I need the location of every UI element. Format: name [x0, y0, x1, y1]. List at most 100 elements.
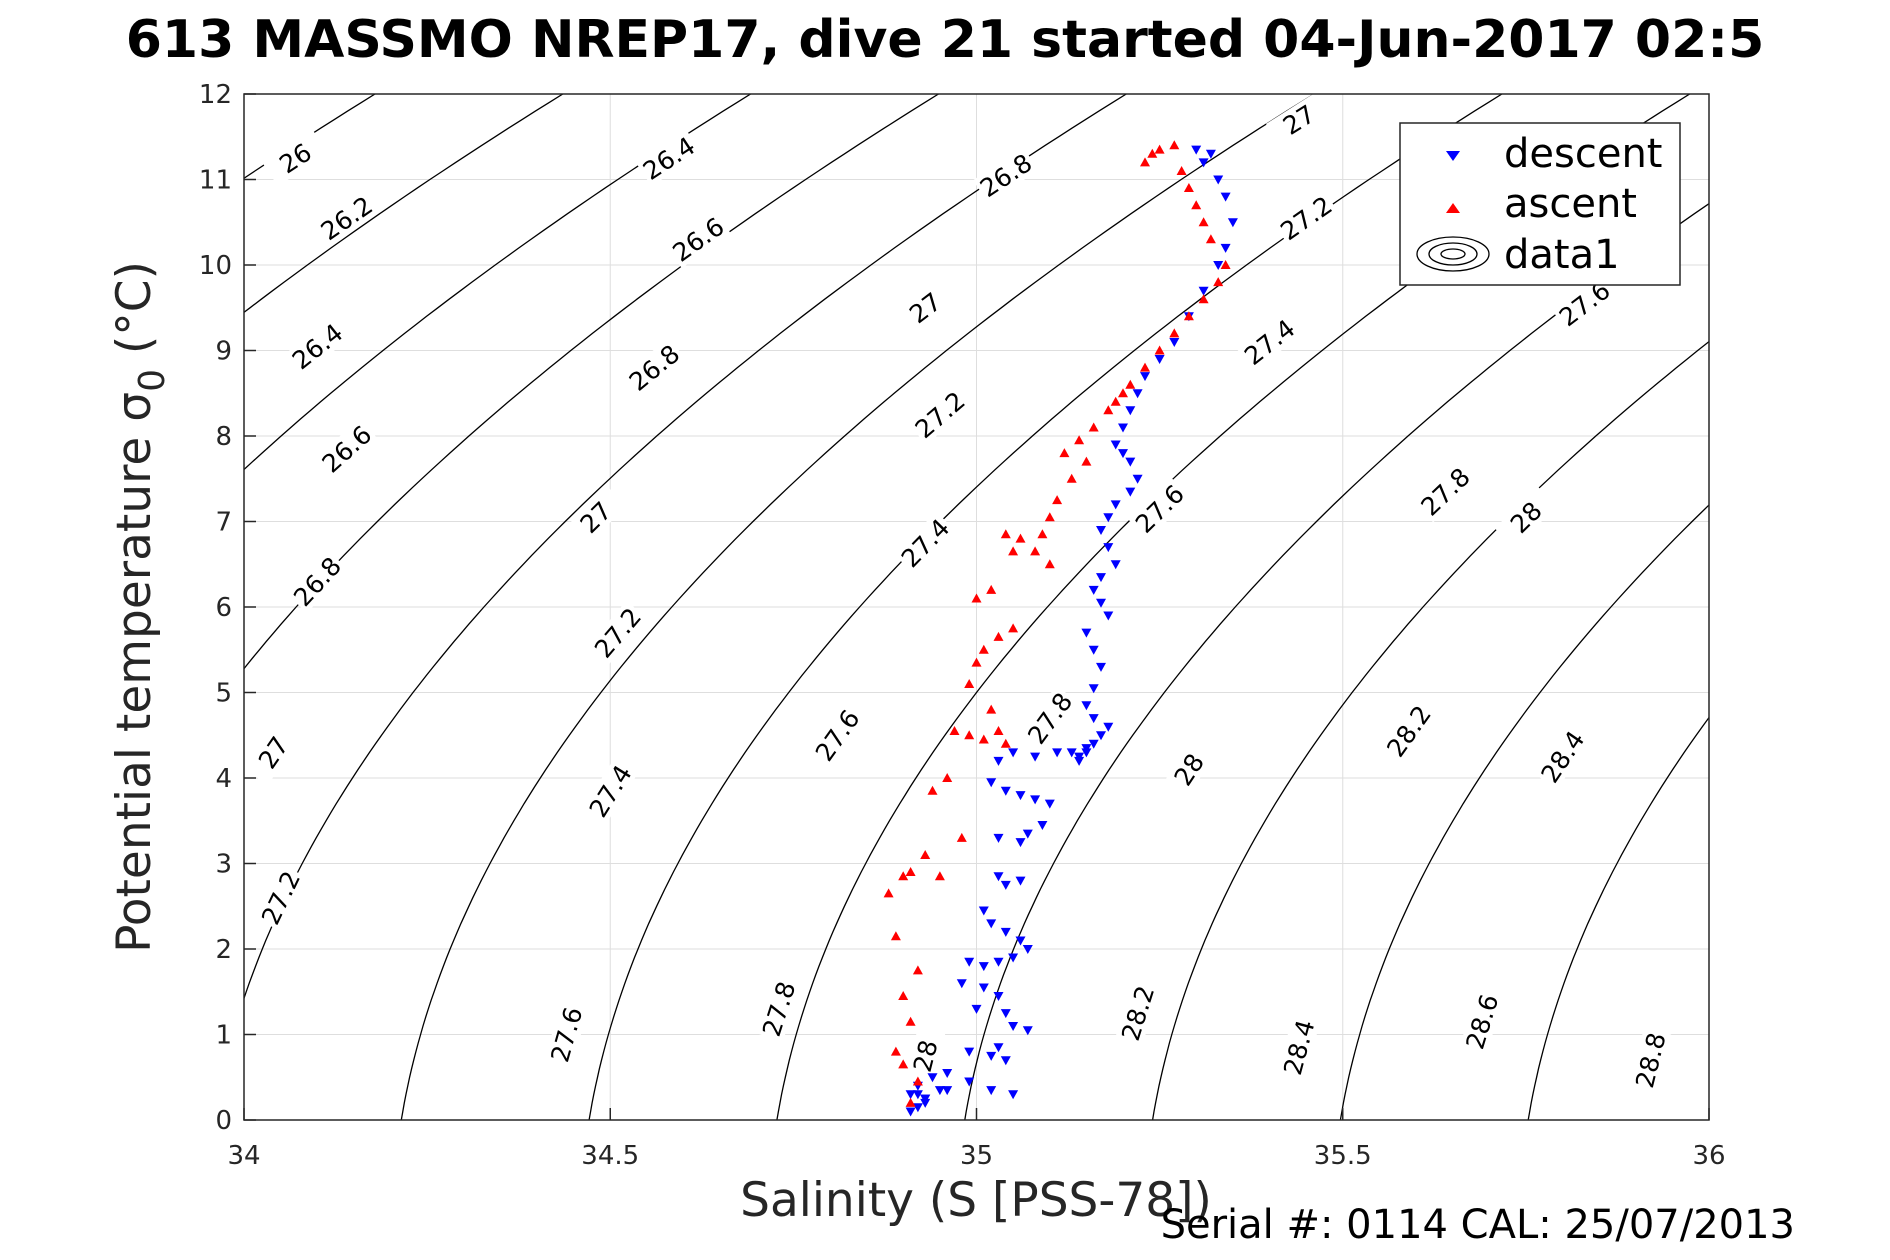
descent-point — [1125, 457, 1136, 467]
ascent-point — [1008, 623, 1019, 633]
contour-label-mask — [255, 864, 307, 931]
contour-label-mask — [892, 278, 958, 338]
y-tick-label: 8 — [215, 422, 232, 452]
ascent-point — [986, 584, 997, 594]
contour-line — [1151, 340, 1709, 1120]
descent-point — [993, 833, 1004, 843]
ascent-point — [890, 931, 901, 941]
descent-point — [1022, 945, 1033, 954]
contour-label-mask — [808, 702, 867, 768]
ascent-point — [1008, 546, 1019, 556]
descent-point — [1110, 440, 1121, 450]
ascent-point — [1000, 529, 1011, 539]
descent-point — [942, 1069, 953, 1078]
descent-point — [1022, 829, 1033, 839]
descent-point — [1044, 799, 1055, 809]
ascent-point — [1183, 183, 1194, 192]
descent-point — [1205, 149, 1216, 159]
contour-label-mask — [544, 1001, 588, 1068]
contour-label-mask — [1020, 685, 1079, 751]
descent-point — [1000, 927, 1011, 937]
contour-line — [1527, 716, 1709, 1120]
descent-point — [1081, 744, 1092, 754]
descent-point — [993, 872, 1004, 882]
ascent-series — [883, 140, 1231, 1107]
contour-line — [400, 94, 1316, 1120]
contour-line — [244, 94, 1128, 1001]
descent-point — [993, 1043, 1004, 1053]
y-axis-label: Potential temperature σ0 (°C) — [107, 261, 173, 953]
ascent-point — [1081, 456, 1092, 466]
descent-point — [993, 756, 1004, 766]
descent-point — [978, 962, 989, 972]
legend-ascent-marker — [1446, 203, 1460, 213]
descent-point — [978, 983, 989, 993]
descent-point — [1081, 701, 1092, 711]
contour-label-mask — [314, 418, 379, 480]
contour-line — [1339, 504, 1709, 1120]
descent-point — [978, 906, 989, 916]
descent-point — [1110, 560, 1121, 570]
ascent-point — [1088, 422, 1099, 432]
descent-point — [942, 1086, 953, 1096]
contour-label-mask — [587, 600, 648, 665]
descent-point — [1088, 739, 1099, 749]
ascent-point — [905, 1016, 916, 1026]
x-tick-label: 34.5 — [581, 1141, 639, 1171]
descent-point — [1103, 513, 1114, 523]
contour-label-mask — [262, 129, 329, 187]
x-tick-label: 35.5 — [1314, 1141, 1372, 1171]
contour-label-mask — [1379, 698, 1438, 764]
descent-point — [1000, 1009, 1011, 1019]
x-tick-label: 36 — [1692, 1141, 1725, 1171]
x-tick-label: 35 — [960, 1141, 993, 1171]
descent-point — [1030, 752, 1041, 762]
descent-point — [1103, 722, 1114, 732]
descent-point — [1169, 338, 1180, 347]
descent-point — [1015, 838, 1026, 848]
ascent-point — [1140, 157, 1150, 167]
ascent-point — [898, 1059, 909, 1069]
ascent-point — [1103, 405, 1114, 415]
legend-data1-label: data1 — [1504, 232, 1620, 278]
x-axis-ticks: 34 34.5 35 35.5 36 — [227, 1108, 1726, 1171]
descent-point — [1015, 936, 1026, 946]
descent-point — [1088, 714, 1099, 724]
ascent-point — [1044, 512, 1055, 522]
descent-point — [1103, 543, 1114, 553]
ascent-point — [971, 593, 982, 603]
descent-point — [1015, 791, 1026, 801]
descent-point — [1096, 731, 1106, 741]
ascent-point — [942, 773, 953, 782]
ascent-point — [993, 726, 1004, 735]
descent-point — [1000, 786, 1011, 796]
descent-point — [1110, 500, 1121, 510]
descent-point — [1198, 158, 1209, 168]
ascent-point — [1205, 234, 1216, 244]
ascent-point — [920, 850, 931, 859]
ascent-point — [1154, 144, 1165, 154]
contour-label-mask — [582, 758, 639, 824]
descent-point — [1081, 628, 1092, 638]
ascent-point — [978, 644, 989, 654]
contour-label-mask — [1115, 980, 1161, 1046]
y-tick-label: 5 — [215, 679, 232, 709]
ascent-point — [1191, 200, 1202, 210]
descent-point — [1118, 423, 1128, 433]
descent-point — [912, 1103, 923, 1113]
descent-point — [1191, 145, 1202, 155]
ascent-point — [971, 657, 982, 667]
descent-point — [1000, 880, 1011, 890]
descent-point — [905, 1090, 916, 1100]
contour-label-mask — [1237, 312, 1302, 372]
descent-point — [956, 979, 967, 989]
contour-label-mask — [1629, 1027, 1672, 1093]
descent-point — [1096, 573, 1106, 583]
descent-point — [1154, 355, 1165, 364]
legend-contour-icon — [1416, 236, 1490, 272]
descent-point — [1227, 218, 1238, 228]
y-tick-label: 9 — [215, 337, 232, 367]
contour-label-mask — [1413, 460, 1477, 523]
ascent-point — [905, 1097, 916, 1107]
ascent-point — [898, 991, 909, 1000]
